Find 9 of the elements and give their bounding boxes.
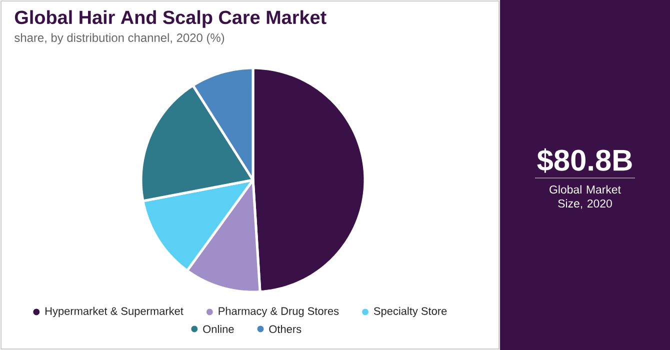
legend-label: Hypermarket & Supermarket [46,306,184,318]
legend-label: Online [203,324,234,334]
legend-label: Specialty Store [374,306,447,318]
legend-label: Others [269,324,302,334]
legend-label: Pharmacy & Drug Stores [218,306,339,318]
chart-subtitle: share, by distribution channel, 2020 (%) [14,33,224,44]
chart-title: Global Hair And Scalp Care Market [14,10,326,28]
text: $80.8B [537,148,632,173]
text: Global Market Size, 2020 [550,185,621,209]
